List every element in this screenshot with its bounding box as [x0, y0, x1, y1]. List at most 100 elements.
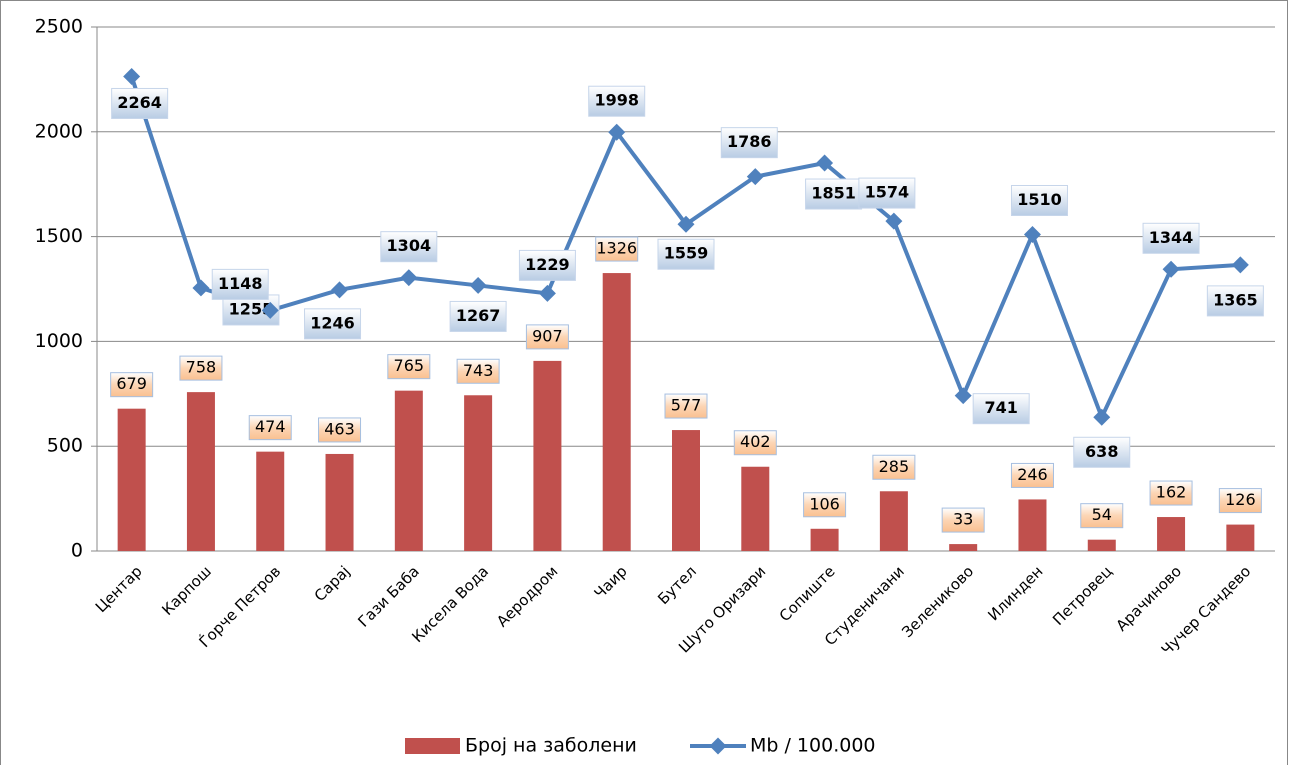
x-tick-label: Сопиште: [776, 562, 839, 625]
line-marker: [677, 215, 695, 233]
line-marker: [261, 301, 279, 319]
data-label-box: [518, 249, 576, 281]
data-label-box: [803, 492, 847, 518]
data-label: 1574: [865, 183, 910, 202]
data-label-box: [304, 308, 362, 340]
data-label: 743: [463, 361, 494, 380]
data-label: 106: [809, 494, 840, 513]
x-tick-label: Центар: [92, 562, 146, 616]
line-marker: [123, 67, 141, 85]
bar: [602, 273, 631, 551]
bar: [949, 544, 978, 551]
data-label: 765: [394, 356, 425, 375]
data-label-box: [456, 358, 500, 384]
line-marker: [1023, 226, 1041, 243]
line-marker: [885, 212, 903, 230]
y-tick-label: 0: [71, 540, 83, 562]
legend-label: Број на заболени: [465, 735, 637, 757]
data-label: 463: [324, 419, 355, 438]
data-label-box: [449, 300, 507, 332]
data-label-box: [1073, 436, 1131, 468]
x-tick-label: Карпош: [158, 562, 215, 619]
line-marker: [1231, 256, 1249, 274]
data-label: 679: [116, 374, 147, 393]
line-marker: [954, 387, 972, 405]
data-label-box: [588, 85, 646, 117]
x-tick-label: Гази Баба: [354, 562, 422, 630]
data-label-box: [179, 355, 223, 381]
x-tick-label: Аеродром: [493, 562, 561, 630]
bar: [741, 466, 770, 551]
legend-marker: [709, 737, 727, 755]
data-label-box: [720, 127, 778, 159]
data-label: 1786: [727, 132, 772, 151]
data-label-box: [1080, 503, 1124, 529]
data-label: 1229: [525, 255, 570, 274]
bar: [879, 491, 908, 551]
data-label-box: [1218, 488, 1262, 514]
data-label: 1326: [596, 239, 637, 258]
line-marker: [538, 284, 556, 302]
data-label-box: [595, 236, 639, 262]
data-label: 474: [255, 417, 286, 436]
bar: [533, 360, 562, 551]
bar: [1157, 517, 1186, 551]
x-tick-label: Зелениково: [898, 562, 977, 641]
data-label-box: [664, 393, 708, 419]
data-label: 246: [1017, 465, 1048, 484]
y-tick-label: 1000: [35, 330, 83, 352]
data-label-box: [941, 507, 985, 533]
data-label: 638: [1085, 442, 1118, 461]
data-label-box: [1010, 462, 1054, 488]
data-label-box: [1206, 285, 1264, 317]
x-tick-label: Бутел: [654, 562, 700, 608]
x-tick-label: Петровец: [1049, 562, 1116, 629]
data-label-box: [657, 238, 715, 270]
x-tick-label: Сарај: [311, 562, 354, 605]
data-label-box: [110, 372, 154, 398]
data-label-box: [733, 430, 777, 456]
line-marker: [400, 269, 418, 287]
data-label: 1365: [1213, 290, 1258, 309]
line-marker: [746, 168, 764, 186]
data-label: 2264: [117, 93, 162, 112]
data-label-box: [111, 87, 169, 119]
data-label-box: [1010, 185, 1068, 217]
data-label: 1267: [456, 306, 501, 325]
data-label-box: [211, 268, 269, 300]
bar: [464, 395, 493, 551]
y-tick-label: 2000: [35, 120, 83, 142]
data-label-box: [872, 454, 916, 480]
bar: [256, 451, 285, 551]
data-label-box: [248, 415, 292, 441]
data-label: 1148: [218, 274, 263, 293]
data-label-box: [972, 393, 1030, 425]
bar: [1087, 539, 1116, 551]
data-label-box: [525, 324, 569, 350]
data-label-box: [318, 417, 362, 443]
bar: [117, 408, 146, 551]
data-label: 33: [953, 510, 973, 529]
line-marker: [1162, 260, 1180, 278]
data-label: 1304: [387, 236, 432, 255]
bar: [672, 430, 700, 551]
data-label: 1510: [1017, 190, 1062, 209]
bar: [186, 392, 215, 551]
line-marker: [469, 276, 487, 294]
y-tick-label: 1500: [35, 225, 83, 247]
data-label: 1998: [594, 91, 639, 110]
line-marker: [192, 279, 210, 297]
x-tick-label: Илинден: [984, 562, 1046, 624]
y-tick-label: 500: [47, 435, 83, 457]
legend-swatch: [405, 738, 460, 754]
data-label-box: [858, 177, 916, 209]
data-label-box: [387, 354, 431, 380]
data-label: 162: [1156, 483, 1187, 502]
line-marker: [331, 281, 349, 299]
line-marker: [816, 154, 834, 172]
data-label: 758: [186, 358, 217, 377]
y-tick-label: 2500: [35, 16, 83, 38]
data-label: 1851: [811, 184, 856, 203]
